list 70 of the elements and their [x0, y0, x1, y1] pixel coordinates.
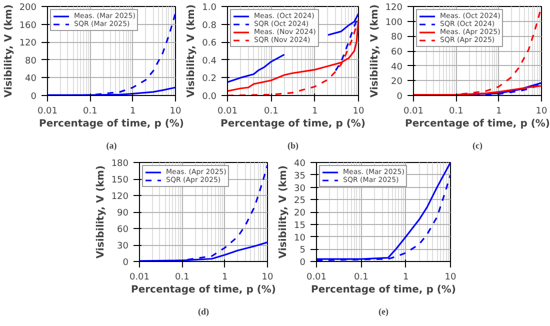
y-tick-label: 100	[385, 18, 403, 28]
y-axis-title: Visibility, V (km)	[3, 4, 14, 98]
x-axis-title: Percentage of time, p (%)	[130, 284, 276, 296]
y-tick-label: 20	[294, 208, 306, 218]
x-tick-label: 10	[170, 106, 182, 116]
x-tick-label: 10	[352, 106, 364, 116]
x-tick-label: 0.1	[264, 106, 278, 116]
x-tick-label: 0.01	[403, 106, 424, 116]
y-tick-label: 25	[294, 196, 306, 206]
y-tick-label: 160	[19, 20, 37, 31]
y-tick-label: 60	[391, 48, 403, 58]
text: (e)	[378, 306, 389, 316]
y-tick-label: 0.0	[202, 92, 217, 102]
y-tick-label: 0	[122, 258, 129, 268]
text: (a)	[106, 140, 117, 150]
y-axis-title: Visibility, V (km)	[95, 165, 106, 259]
y-axis-title: Visibility, V (km)	[186, 4, 198, 98]
y-tick-label: 180	[111, 159, 129, 169]
x-tick-label: 10	[262, 272, 274, 282]
text: (d)	[198, 306, 210, 316]
y-tick-label: 15	[294, 220, 306, 231]
y-tick-label: 150	[111, 176, 129, 186]
y-tick-label: 80	[25, 56, 37, 66]
y-tick-label: 120	[385, 3, 403, 13]
y-tick-label: 0	[300, 258, 306, 268]
y-tick-label: 40	[391, 62, 403, 72]
x-tick-label: 1	[312, 106, 318, 116]
x-tick-label: 0.01	[217, 106, 238, 116]
x-tick-label: 10	[444, 272, 456, 282]
y-tick-label: 35	[294, 171, 306, 182]
x-tick-label: 0.01	[37, 106, 58, 116]
y-tick-label: 40	[25, 74, 37, 84]
x-axis-title: Percentage of time, p (%)	[310, 284, 456, 296]
y-tick-label: 0.4	[202, 56, 217, 66]
y-tick-label: 90	[117, 208, 129, 218]
y-tick-label: 30	[294, 184, 306, 194]
x-tick-label: 0.1	[449, 106, 464, 116]
y-tick-label: 120	[19, 38, 37, 49]
text: (c)	[472, 140, 483, 150]
y-tick-label: 30	[117, 242, 129, 252]
x-tick-label: 10	[536, 106, 548, 116]
x-axis-title: Percentage of time, p (%)	[220, 118, 366, 130]
y-axis-title: Visibility, V (km)	[278, 165, 290, 259]
y-tick-label: 5	[300, 246, 306, 256]
y-tick-label: 80	[391, 32, 403, 43]
y-tick-label: 0.6	[202, 38, 217, 49]
y-tick-label: 10	[294, 233, 306, 244]
x-tick-label: 1	[222, 272, 228, 282]
y-tick-label: 0.2	[202, 74, 217, 84]
x-axis-title: Percentage of time, p (%)	[404, 118, 550, 130]
y-tick-label: 1.0	[202, 3, 217, 13]
x-tick-label: 1	[130, 106, 136, 116]
x-tick-label: 0.1	[354, 272, 368, 282]
x-axis-title: Percentage of time, p (%)	[38, 118, 184, 130]
x-tick-label: 1	[402, 272, 409, 282]
y-tick-label: 40	[294, 159, 306, 169]
y-tick-label: 0.8	[202, 20, 217, 31]
y-axis-title: Visibility, V (km)	[369, 4, 380, 98]
x-tick-label: 0.01	[306, 272, 327, 282]
x-tick-label: 0.01	[129, 272, 150, 282]
x-tick-label: 1	[496, 106, 502, 116]
y-tick-label: 20	[391, 77, 403, 88]
y-tick-label: 0	[30, 92, 37, 102]
y-tick-label: 60	[117, 225, 129, 235]
y-tick-label: 200	[19, 3, 37, 13]
x-tick-label: 0.1	[83, 106, 98, 116]
x-tick-label: 0.1	[175, 272, 190, 282]
text: (b)	[288, 140, 299, 150]
y-tick-label: 120	[111, 192, 129, 202]
y-tick-label: 0	[396, 92, 403, 102]
